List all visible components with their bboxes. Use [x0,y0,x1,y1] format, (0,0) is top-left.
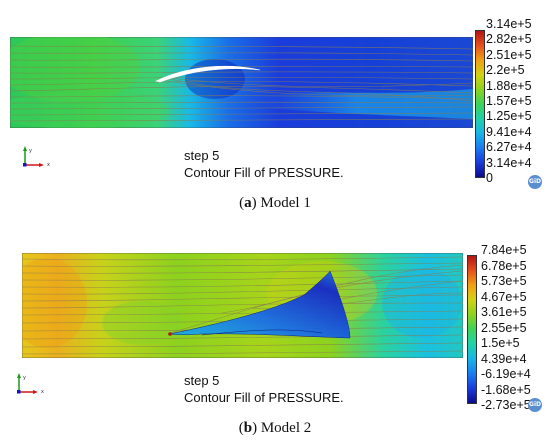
model1-contour-label: Contour Fill of PRESSURE. [184,165,344,180]
model2-colorbar-label: -2.73e+5 [481,398,531,412]
model1-panel: 3.14e+5 2.82e+5 2.51e+5 2.2e+5 1.88e+5 1… [0,0,550,215]
model1-colorbar-label: 1.25e+5 [486,109,532,124]
model2-colorbar-label: 1.5e+5 [481,336,520,350]
model1-caption-letter: a [244,195,252,211]
model1-colorbar-ticks: 3.14e+5 2.82e+5 2.51e+5 2.2e+5 1.88e+5 1… [486,18,548,188]
model2-y-axis-label: y [23,375,26,381]
model1-step-label: step 5 [184,148,220,163]
model1-colorbar-label: 1.57e+5 [486,94,532,108]
model1-colorbar-label: 3.14e+4 [486,155,532,170]
model2-colorbar-label: -6.19e+4 [481,367,531,381]
model2-axes-triad: y x [17,373,44,394]
model2-colorbar-label: 5.73e+5 [481,274,527,288]
model1-colorbar-label: 1.88e+5 [486,78,532,93]
model1-colorbar-label: 6.27e+4 [486,140,532,155]
model2-caption-text: Model 2 [257,420,312,436]
model2-colorbar-label: 3.61e+5 [481,305,527,319]
model2-colorbar-label: 4.67e+5 [481,289,527,304]
model2-caption-letter: b [243,420,253,436]
model1-colorbar [475,30,485,178]
model2-x-axis-label: x [41,389,44,394]
model1-y-axis-label: y [29,148,32,154]
model2-caption: (b) Model 2 [238,420,312,436]
model1-caption-text: Model 1 [256,195,311,211]
model2-colorbar-label: -1.68e+5 [481,382,531,397]
model2-streamlines [22,256,463,355]
model2-colorbar-ticks: 7.84e+5 6.78e+5 5.73e+5 4.67e+5 3.61e+5 … [481,244,549,416]
model2-step-label: step 5 [184,373,220,388]
model1-colorbar-label: 9.41e+4 [486,124,532,139]
model2-colorbar-label: 4.39e+4 [481,351,527,366]
model2-colorbar [467,255,477,404]
model2-colorbar-label: 2.55e+5 [481,320,527,335]
model1-axes-triad: y x [23,146,50,167]
model2-gid-logo: GiD [528,398,542,412]
model1-gid-logo: GiD [528,175,542,189]
model1-info: step 5 Contour Fill of PRESSURE. [184,147,344,181]
model1-colorbar-label: 0 [486,171,493,185]
model1-x-axis-label: x [47,162,50,167]
model1-colorbar-label: 3.14e+5 [486,17,532,31]
model1-colorbar-label: 2.82e+5 [486,32,532,47]
model2-contour-plot [22,253,463,358]
model1-colorbar-label: 2.2e+5 [486,63,525,78]
model2-colorbar-label: 6.78e+5 [481,258,527,273]
model2-contour-label: Contour Fill of PRESSURE. [184,390,344,405]
model1-caption: (a) Model 1 [239,195,311,211]
model2-info: step 5 Contour Fill of PRESSURE. [184,372,344,406]
model2-panel: 7.84e+5 6.78e+5 5.73e+5 4.67e+5 3.61e+5 … [0,230,550,446]
model2-wing-shape [169,270,351,339]
model2-colorbar-label: 7.84e+5 [481,243,527,257]
model1-airfoil-shape [155,65,261,83]
model1-streamlines [10,45,473,122]
model1-contour-plot [10,37,473,128]
model1-colorbar-label: 2.51e+5 [486,47,532,62]
